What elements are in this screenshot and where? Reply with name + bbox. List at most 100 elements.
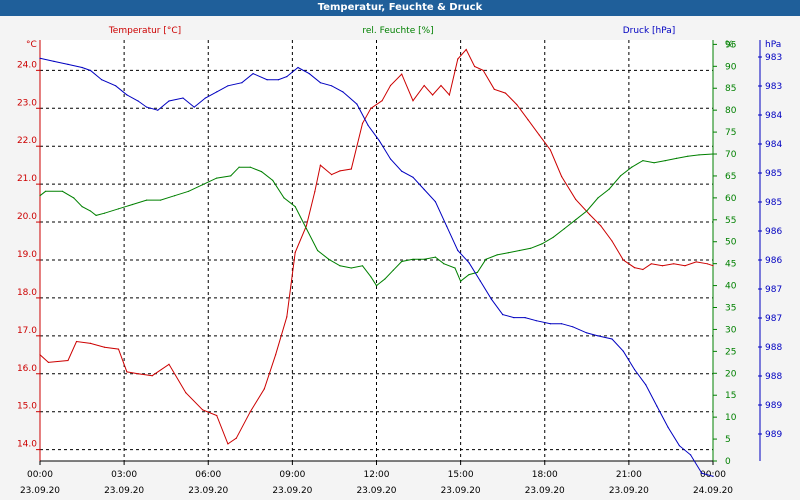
humidity-data-point	[95, 214, 97, 216]
pressure-tick-label: 988	[765, 343, 782, 353]
temperature-data-point	[516, 103, 518, 106]
x-tick-date: 23.09.20	[441, 486, 481, 496]
humidity-tick-label: 95	[725, 40, 736, 50]
pressure-data-point	[389, 158, 392, 160]
pressure-data-point	[39, 57, 41, 59]
humidity-data-point	[653, 162, 655, 164]
humidity-data-point	[575, 219, 577, 221]
pressure-tick-label: 984	[765, 111, 782, 121]
temperature-data-point	[305, 225, 307, 227]
temperature-data-point	[319, 164, 321, 166]
x-tick-time: 00:00	[27, 470, 53, 480]
humidity-data-point	[384, 278, 386, 280]
temperature-data-point	[504, 92, 507, 94]
pressure-data-point	[157, 109, 159, 111]
humidity-tick-label: 20	[725, 369, 737, 379]
pressure-data-point	[241, 82, 243, 84]
humidity-data-point	[174, 195, 176, 197]
humidity-data-point	[460, 280, 462, 282]
pressure-data-point	[423, 188, 425, 191]
x-tick-time: 09:00	[279, 470, 305, 480]
temperature-data-point	[673, 263, 675, 265]
temperature-data-point	[527, 119, 529, 121]
humidity-data-point	[485, 258, 487, 260]
x-tick-time: 18:00	[532, 470, 558, 480]
temperature-data-point	[589, 213, 591, 216]
humidity-data-point	[305, 228, 307, 230]
x-tick-time: 15:00	[448, 470, 474, 480]
temperature-data-point	[39, 354, 41, 356]
temperature-data-point	[650, 263, 652, 265]
humidity-data-point	[675, 157, 678, 159]
temperature-data-point	[465, 48, 467, 51]
temperature-data-point	[381, 100, 383, 102]
humidity-data-point	[103, 212, 106, 214]
temperature-data-point	[538, 134, 540, 136]
temperature-data-point	[126, 371, 128, 373]
pressure-tick-label: 987	[765, 314, 782, 324]
x-tick-time: 03:00	[111, 470, 137, 480]
temperature-data-point	[423, 84, 425, 87]
pressure-data-point	[656, 405, 658, 407]
temperature-data-point	[75, 340, 78, 343]
temperature-tick-label: 14.0	[17, 440, 37, 450]
humidity-tick-label: 60	[725, 194, 737, 204]
pressure-data-point	[115, 85, 117, 87]
humidity-data-point	[552, 236, 554, 238]
temperature-data-point	[695, 261, 697, 263]
pressure-data-point	[401, 170, 403, 172]
pressure-tick-label: 989	[765, 430, 782, 440]
temperature-tick-label: 18.0	[17, 288, 37, 298]
pressure-data-point	[266, 79, 268, 81]
temperature-tick-label: 17.0	[17, 326, 37, 336]
temperature-data-point	[235, 437, 237, 439]
temperature-data-point	[448, 94, 450, 96]
pressure-data-point	[535, 320, 537, 322]
pressure-data-point	[561, 323, 563, 325]
humidity-data-point	[202, 184, 204, 186]
humidity-data-point	[260, 171, 263, 173]
humidity-data-point	[294, 206, 296, 208]
pressure-data-point	[645, 384, 647, 386]
temperature-data-point	[263, 388, 265, 390]
temperature-tick-label: 19.0	[17, 250, 37, 260]
pressure-tick-label: 984	[765, 140, 782, 150]
x-tick-date: 24.09.20	[693, 486, 733, 496]
temperature-data-point	[684, 265, 686, 267]
humidity-data-point	[45, 190, 47, 192]
pressure-data-point	[378, 140, 380, 142]
temperature-data-point	[712, 265, 714, 267]
humidity-data-point	[61, 190, 64, 192]
temperature-data-point	[286, 316, 288, 318]
humidity-data-point	[631, 166, 633, 168]
temperature-data-point	[493, 88, 495, 90]
pressure-data-point	[468, 262, 470, 264]
temperature-data-point	[339, 170, 341, 172]
humidity-data-point	[370, 276, 372, 278]
pressure-data-point	[146, 106, 148, 108]
pressure-data-point	[611, 338, 613, 340]
humidity-data-point	[361, 265, 364, 267]
pressure-data-point	[367, 124, 369, 126]
humidity-data-point	[392, 269, 394, 271]
pressure-data-point	[490, 298, 493, 300]
pressure-data-point	[446, 225, 448, 227]
pressure-data-point	[434, 201, 436, 203]
pressure-data-point	[331, 85, 333, 87]
humidity-data-point	[238, 166, 240, 168]
pressure-data-point	[204, 97, 206, 99]
humidity-tick-label: 15	[725, 391, 736, 401]
x-tick-date: 23.09.20	[104, 486, 144, 496]
humidity-data-point	[530, 247, 532, 249]
humidity-axis-title: rel. Feuchte [%]	[362, 26, 433, 36]
pressure-data-point	[319, 82, 321, 84]
humidity-data-point	[117, 208, 120, 210]
pressure-data-point	[126, 94, 128, 96]
pressure-data-point	[572, 326, 574, 328]
humidity-data-point	[216, 177, 218, 179]
pressure-data-point	[342, 91, 344, 93]
humidity-data-point	[230, 175, 232, 177]
temperature-series-line	[39, 48, 714, 445]
humidity-data-point	[272, 179, 274, 181]
humidity-data-point	[619, 175, 622, 177]
